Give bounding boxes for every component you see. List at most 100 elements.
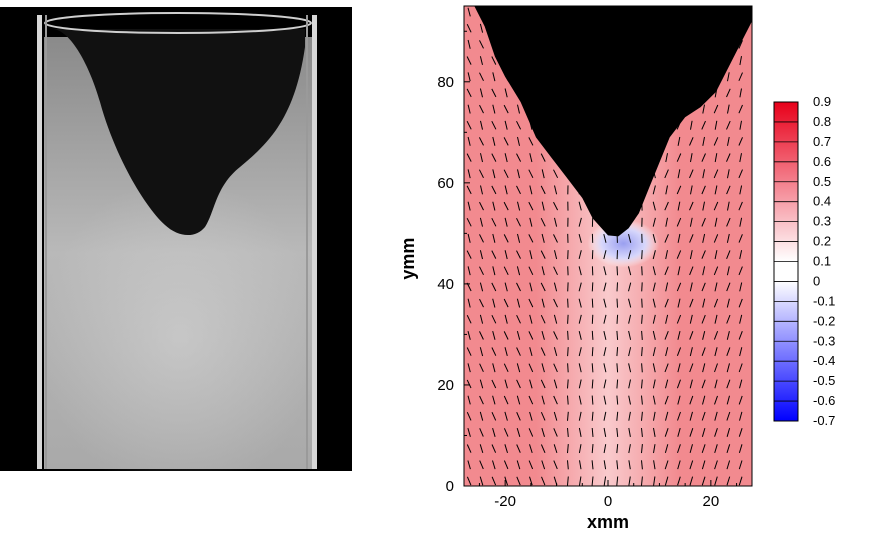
velocity-vector <box>567 314 569 324</box>
colorbar-label: 0.3 <box>813 214 831 229</box>
velocity-vector <box>738 40 743 49</box>
y-axis: 0 20 40 60 80 <box>437 30 470 495</box>
x-axis-title: xmm <box>587 512 629 532</box>
tube-wall-left <box>37 15 42 469</box>
velocity-vector <box>541 233 545 243</box>
velocity-vector <box>591 460 594 470</box>
velocity-vector <box>714 347 718 357</box>
velocity-vector <box>701 153 706 162</box>
velocity-vector <box>479 476 484 486</box>
velocity-vector <box>529 476 533 486</box>
velocity-vector <box>726 298 730 308</box>
velocity-vector <box>591 298 594 308</box>
velocity-vector <box>714 217 718 227</box>
velocity-vector <box>665 314 669 324</box>
velocity-vector <box>578 233 582 243</box>
velocity-vector <box>628 444 631 454</box>
velocity-vector <box>492 201 496 211</box>
velocity-vector <box>553 282 558 292</box>
velocity-vector <box>689 363 694 373</box>
velocity-vector <box>641 427 643 437</box>
velocity-vector <box>664 444 669 454</box>
velocity-vector <box>603 460 607 470</box>
velocity-vector <box>553 347 558 357</box>
velocity-vector <box>553 379 558 389</box>
velocity-vector <box>492 298 496 308</box>
velocity-vector <box>652 379 656 389</box>
velocity-vector <box>541 169 545 179</box>
velocity-vector <box>714 314 718 324</box>
velocity-vector <box>504 476 508 486</box>
velocity-vector <box>491 153 497 162</box>
velocity-vector <box>567 411 569 421</box>
velocity-vector <box>567 379 569 389</box>
colorbar-label: 0.5 <box>813 174 831 189</box>
velocity-vector <box>726 217 731 227</box>
velocity-vector <box>466 250 472 259</box>
velocity-vector <box>616 476 619 486</box>
velocity-vector <box>738 137 743 146</box>
velocity-vector <box>665 185 668 195</box>
velocity-vector <box>701 379 706 389</box>
velocity-vector <box>616 347 619 357</box>
velocity-vector <box>676 282 682 292</box>
velocity-vector <box>503 331 509 340</box>
velocity-vector <box>714 363 718 373</box>
velocity-vector <box>739 411 743 421</box>
velocity-vector <box>713 169 719 179</box>
velocity-vector <box>591 330 594 340</box>
velocity-vector <box>503 428 509 437</box>
velocity-vector <box>652 395 656 405</box>
velocity-vector <box>689 379 693 389</box>
velocity-vector <box>702 266 706 276</box>
velocity-vector <box>591 314 594 324</box>
velocity-vector <box>591 347 594 357</box>
velocity-vector <box>516 395 521 405</box>
colorbar-label: 0.6 <box>813 154 831 169</box>
velocity-vector <box>641 476 643 486</box>
velocity-vector <box>578 427 582 437</box>
velocity-vector <box>652 347 656 357</box>
velocity-vector <box>726 476 731 486</box>
colorbar-legend: 0.9 0.8 0.7 0.6 0.5 0.4 0.3 0.2 0.1 0 -0.1 -0.2 -0.3… <box>773 94 835 428</box>
velocity-vector <box>567 347 569 357</box>
velocity-vector <box>591 444 594 454</box>
velocity-vector <box>714 411 718 421</box>
velocity-vector <box>578 217 582 227</box>
velocity-vector <box>528 169 534 179</box>
colorbar-label: -0.3 <box>813 333 835 348</box>
velocity-vector <box>492 136 496 146</box>
velocity-vector <box>503 298 509 308</box>
velocity-vector <box>479 379 484 389</box>
velocity-vector <box>702 136 705 146</box>
velocity-vector <box>540 379 546 389</box>
velocity-vector <box>652 282 656 292</box>
velocity-vector <box>664 460 669 470</box>
velocity-vector <box>689 201 694 211</box>
colorbar-label: 0.8 <box>813 114 831 129</box>
velocity-vector <box>616 395 619 405</box>
velocity-vector <box>714 153 718 163</box>
velocity-vector <box>676 153 682 162</box>
velocity-vector <box>726 411 731 421</box>
velocity-vector <box>689 250 693 260</box>
velocity-vector <box>540 411 546 421</box>
velocity-vector <box>714 185 718 195</box>
velocity-vector <box>479 347 484 357</box>
bubble-mask <box>464 6 752 237</box>
velocity-vector <box>652 298 656 308</box>
velocity-vector <box>578 298 582 308</box>
velocity-vector <box>466 23 472 33</box>
velocity-vector <box>738 72 743 82</box>
velocity-vector <box>714 460 718 470</box>
velocity-vector <box>467 298 471 308</box>
velocity-vector <box>554 250 558 260</box>
velocity-vector <box>689 314 693 324</box>
velocity-vector <box>540 314 546 324</box>
colorbar-label: 0.4 <box>813 194 831 209</box>
velocity-vector <box>713 137 719 146</box>
velocity-vector <box>664 395 669 405</box>
velocity-vector <box>540 185 546 195</box>
velocity-vector <box>701 476 706 486</box>
velocity-vector <box>467 233 471 243</box>
